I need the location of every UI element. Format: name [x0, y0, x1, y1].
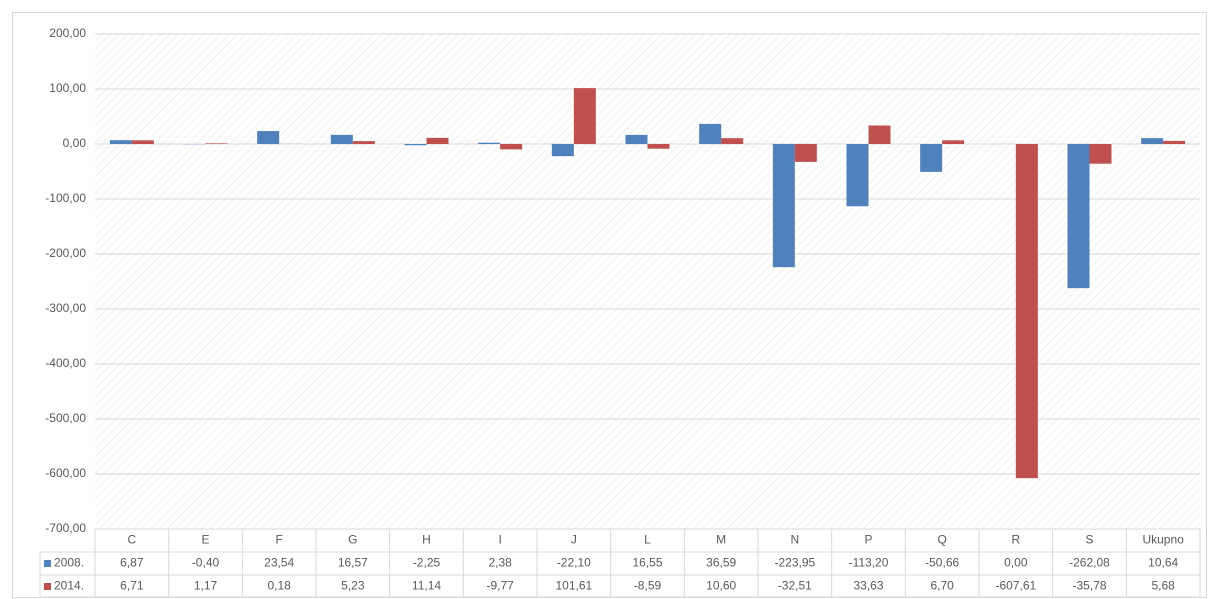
bar: [478, 142, 501, 144]
table-value: 10,60: [706, 579, 736, 593]
bar: [1141, 138, 1164, 144]
table-value: -8,59: [634, 579, 662, 593]
legend-key: [44, 583, 51, 590]
table-value: -50,66: [925, 556, 959, 570]
bar: [1163, 140, 1186, 144]
table-value: 11,14: [412, 579, 441, 593]
table-value: -262,08: [1069, 556, 1110, 570]
x-tick-label: J: [571, 533, 577, 547]
table-value: 101,61: [555, 579, 592, 593]
table-value: 33,63: [853, 579, 883, 593]
table-value: 5,68: [1151, 579, 1175, 593]
x-tick-label: L: [644, 533, 651, 547]
table-value: 36,59: [706, 556, 736, 570]
y-tick-label: -200,00: [45, 246, 86, 260]
bar: [721, 138, 744, 144]
table-value: 10,64: [1148, 556, 1178, 570]
bar: [647, 144, 670, 149]
y-tick-label: 0,00: [63, 136, 87, 150]
table-value: -9,77: [486, 579, 514, 593]
bar: [625, 134, 648, 144]
legend-label: 2008.: [54, 556, 84, 570]
x-tick-label: G: [348, 533, 357, 547]
bar: [1067, 144, 1090, 289]
x-tick-label: I: [498, 533, 501, 547]
bar: [772, 144, 795, 268]
table-value: 2,38: [488, 556, 512, 570]
table-value: -607,61: [995, 579, 1036, 593]
bar: [868, 125, 891, 144]
table-value: -113,20: [849, 556, 889, 570]
table-value: -223,95: [774, 556, 815, 570]
bar: [404, 144, 427, 146]
y-tick-label: 200,00: [49, 26, 86, 40]
bar: [1089, 144, 1112, 164]
x-tick-label: Q: [937, 533, 946, 547]
bar: [1015, 144, 1038, 479]
y-tick-label: 100,00: [49, 81, 86, 95]
bar: [920, 144, 943, 172]
bar: [205, 143, 228, 144]
table-value: 0,00: [1004, 556, 1028, 570]
bar: [257, 131, 280, 144]
y-tick-label: -700,00: [45, 521, 86, 535]
table-value: 6,70: [930, 579, 954, 593]
table-value: -32,51: [778, 579, 812, 593]
x-tick-label: N: [790, 533, 799, 547]
bar: [846, 144, 869, 207]
table-value: 6,71: [120, 579, 144, 593]
bar: [699, 123, 722, 144]
table-value: 16,55: [632, 556, 662, 570]
y-tick-label: -500,00: [45, 411, 86, 425]
table-value: 23,54: [264, 556, 294, 570]
table-value: 5,23: [341, 579, 365, 593]
x-tick-label: M: [716, 533, 726, 547]
bar: [352, 141, 375, 144]
x-tick-label: P: [864, 533, 872, 547]
bar: [131, 140, 154, 144]
x-tick-label: H: [422, 533, 431, 547]
bar: [942, 140, 965, 144]
y-tick-label: -300,00: [45, 301, 86, 315]
x-tick-label: F: [275, 533, 282, 547]
x-tick-label: C: [127, 533, 136, 547]
x-tick-label: Ukupno: [1142, 533, 1184, 547]
table-value: 0,18: [267, 579, 291, 593]
table-value: -2,25: [413, 556, 441, 570]
x-tick-label: S: [1085, 533, 1093, 547]
table-value: 1,17: [194, 579, 218, 593]
bar: [330, 134, 353, 144]
legend-label: 2014.: [54, 579, 84, 593]
bar: [551, 144, 574, 157]
bar: [794, 144, 817, 162]
table-value: 16,57: [338, 556, 368, 570]
bar: [500, 144, 523, 150]
bar: [426, 137, 449, 144]
bar: [573, 88, 596, 144]
legend-key: [44, 560, 51, 567]
x-tick-label: E: [201, 533, 209, 547]
table-value: -35,78: [1072, 579, 1106, 593]
y-tick-label: -600,00: [45, 466, 86, 480]
y-tick-label: -100,00: [45, 191, 86, 205]
y-tick-label: -400,00: [45, 356, 86, 370]
table-value: -22,10: [557, 556, 591, 570]
bar: [109, 140, 132, 144]
table-value: 6,87: [120, 556, 144, 570]
table-value: -0,40: [192, 556, 220, 570]
x-tick-label: R: [1011, 533, 1020, 547]
